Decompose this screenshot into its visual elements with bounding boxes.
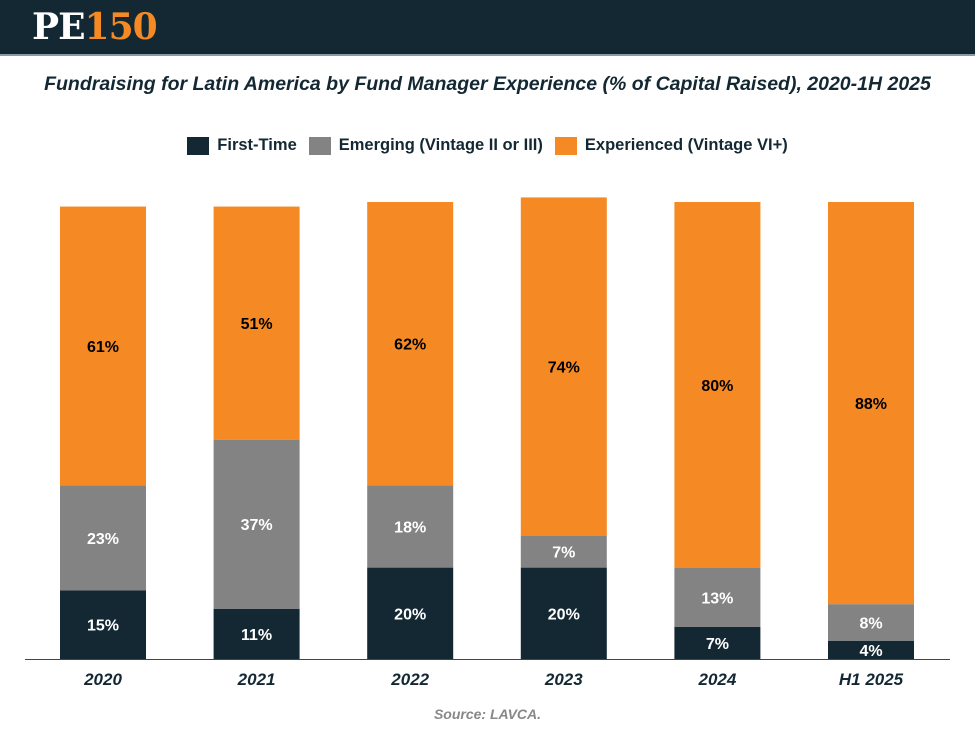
data-label: 20% <box>548 606 580 623</box>
bar-segment <box>60 485 146 591</box>
bar-segment <box>367 567 454 659</box>
bar-segment <box>674 567 761 628</box>
legend: First-Time Emerging (Vintage II or III) … <box>0 136 975 155</box>
bar-segment <box>60 590 146 659</box>
x-tick-label: 2020 <box>83 670 122 689</box>
data-label: 51% <box>241 316 273 333</box>
bar-segment <box>520 567 607 659</box>
bar-segment <box>828 604 914 641</box>
bar-segment <box>520 197 607 536</box>
data-label: 7% <box>552 545 575 562</box>
bar-segment <box>674 627 761 659</box>
bar-segment <box>674 202 761 568</box>
data-label: 88% <box>855 396 887 413</box>
x-tick-label: H1 2025 <box>839 670 904 689</box>
data-label: 61% <box>87 339 119 356</box>
x-tick-label: 2024 <box>697 670 736 689</box>
data-label: 80% <box>701 378 733 395</box>
legend-item-emerging: Emerging (Vintage II or III) <box>308 136 543 155</box>
data-label: 11% <box>241 627 272 644</box>
x-tick-label: 2023 <box>544 670 583 689</box>
data-label: 7% <box>706 636 729 653</box>
data-label: 20% <box>394 606 426 623</box>
data-label: 15% <box>87 618 119 635</box>
x-tick-label: 2021 <box>237 670 276 689</box>
bar-segment <box>367 485 454 568</box>
data-label: 23% <box>87 531 119 548</box>
header-bar: PE150 <box>0 0 975 56</box>
bar-segment <box>213 206 300 440</box>
legend-item-experienced: Experienced (Vintage VI+) <box>554 136 788 155</box>
bar-segment <box>828 640 914 659</box>
x-tick-label: 2022 <box>390 670 429 689</box>
data-label: 13% <box>701 590 733 607</box>
data-label: 18% <box>394 519 426 536</box>
bar-segment <box>520 535 607 568</box>
pe150-logo: PE150 <box>32 6 158 48</box>
data-label: 62% <box>394 337 426 354</box>
source-note: Source: LAVCA. <box>433 706 542 722</box>
bar-segment <box>213 608 300 659</box>
data-label: 8% <box>859 615 882 632</box>
bar-segment <box>213 439 300 609</box>
data-label: 74% <box>548 360 580 377</box>
chart-title: Fundraising for Latin America by Fund Ma… <box>44 73 931 95</box>
bar-segment <box>367 202 454 486</box>
data-label: 4% <box>859 643 882 660</box>
bar-segment <box>60 206 146 486</box>
legend-item-first-time: First-Time <box>187 136 297 155</box>
bar-segment <box>828 202 914 605</box>
data-label: 37% <box>241 517 273 534</box>
